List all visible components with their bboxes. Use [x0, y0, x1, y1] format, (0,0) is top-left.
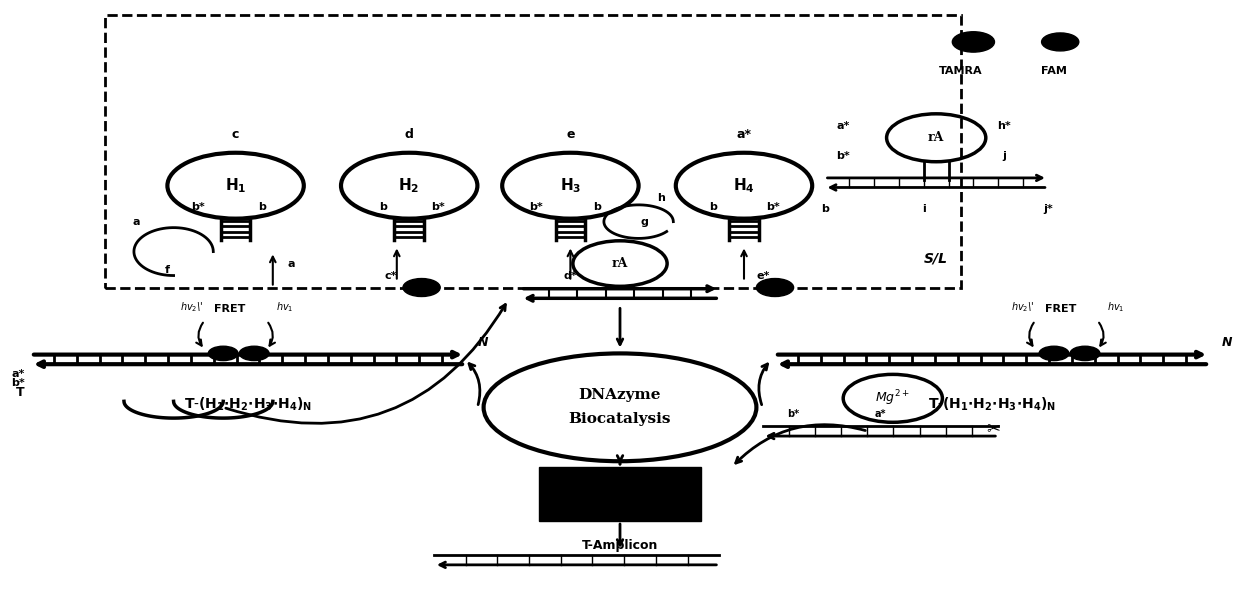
- Circle shape: [1039, 346, 1069, 361]
- Text: i: i: [921, 204, 926, 214]
- Text: d: d: [404, 128, 414, 141]
- Text: ✂: ✂: [986, 419, 999, 437]
- Circle shape: [1042, 33, 1079, 51]
- Text: N: N: [477, 335, 487, 349]
- Text: N: N: [1221, 335, 1231, 349]
- Bar: [539, 467, 701, 521]
- Text: $Mg^{2+}$: $Mg^{2+}$: [875, 389, 910, 408]
- Text: $\mathbf{H_1}$: $\mathbf{H_1}$: [224, 176, 247, 195]
- Text: S/L: S/L: [924, 252, 949, 265]
- Text: $\mathbf{T\text{-}(H_1{\cdot}H_2{\cdot}H_3{\cdot}H_4)_N}$: $\mathbf{T\text{-}(H_1{\cdot}H_2{\cdot}H…: [184, 395, 312, 413]
- Text: f: f: [165, 265, 170, 274]
- Text: $hv_1$: $hv_1$: [1107, 301, 1125, 314]
- Text: b*: b*: [787, 409, 800, 419]
- Text: e*: e*: [756, 271, 770, 280]
- Text: a*: a*: [837, 121, 849, 131]
- Text: $\mathbf{H_3}$: $\mathbf{H_3}$: [559, 176, 582, 195]
- Circle shape: [239, 346, 269, 361]
- Text: h: h: [657, 193, 665, 202]
- Text: j*: j*: [1043, 204, 1053, 214]
- Text: FAM: FAM: [1042, 66, 1066, 76]
- Text: T-Amplicon: T-Amplicon: [582, 539, 658, 552]
- Text: b: b: [379, 202, 387, 211]
- Text: $hv_1$: $hv_1$: [277, 301, 294, 314]
- Text: FRET: FRET: [213, 304, 246, 314]
- Text: $\mathbf{H_2}$: $\mathbf{H_2}$: [398, 176, 420, 195]
- Circle shape: [756, 279, 794, 297]
- Text: c*: c*: [384, 271, 397, 280]
- Text: a*: a*: [11, 370, 25, 379]
- Text: Biocatalysis: Biocatalysis: [569, 412, 671, 426]
- Text: rA: rA: [611, 257, 629, 270]
- Text: TAMRA: TAMRA: [939, 66, 983, 76]
- Text: h*: h*: [997, 121, 1012, 131]
- Text: b*: b*: [766, 202, 780, 211]
- Text: $hv_2$\': $hv_2$\': [180, 301, 205, 314]
- Text: rA: rA: [928, 131, 945, 144]
- Text: b: b: [821, 204, 828, 214]
- Text: b: b: [593, 202, 600, 211]
- Text: T: T: [16, 386, 25, 399]
- Text: FRET: FRET: [1044, 304, 1076, 314]
- Text: a*: a*: [737, 128, 751, 141]
- Text: b*: b*: [432, 202, 445, 211]
- Text: a*: a*: [874, 409, 885, 419]
- Text: a: a: [288, 259, 295, 268]
- Circle shape: [1070, 346, 1100, 361]
- Circle shape: [208, 346, 238, 361]
- Text: e: e: [567, 128, 574, 141]
- Text: b*: b*: [11, 379, 25, 388]
- Text: b*: b*: [191, 202, 205, 211]
- Circle shape: [403, 279, 440, 297]
- Text: j: j: [1002, 151, 1007, 161]
- Text: b: b: [258, 202, 265, 211]
- Text: b: b: [709, 202, 717, 211]
- Text: $\mathbf{T\text{-}(H_1{\cdot}H_2{\cdot}H_3{\cdot}H_4)_N}$: $\mathbf{T\text{-}(H_1{\cdot}H_2{\cdot}H…: [928, 395, 1056, 413]
- Text: b*: b*: [836, 151, 851, 161]
- Text: $hv_2$\': $hv_2$\': [1011, 301, 1035, 314]
- Text: $\mathbf{H_4}$: $\mathbf{H_4}$: [733, 176, 755, 195]
- Text: d*: d*: [563, 271, 578, 280]
- Text: b*: b*: [529, 202, 543, 211]
- Circle shape: [952, 32, 994, 52]
- Text: a: a: [133, 217, 140, 226]
- Text: c: c: [232, 128, 239, 141]
- Text: g: g: [641, 217, 649, 226]
- Text: DNAzyme: DNAzyme: [579, 388, 661, 403]
